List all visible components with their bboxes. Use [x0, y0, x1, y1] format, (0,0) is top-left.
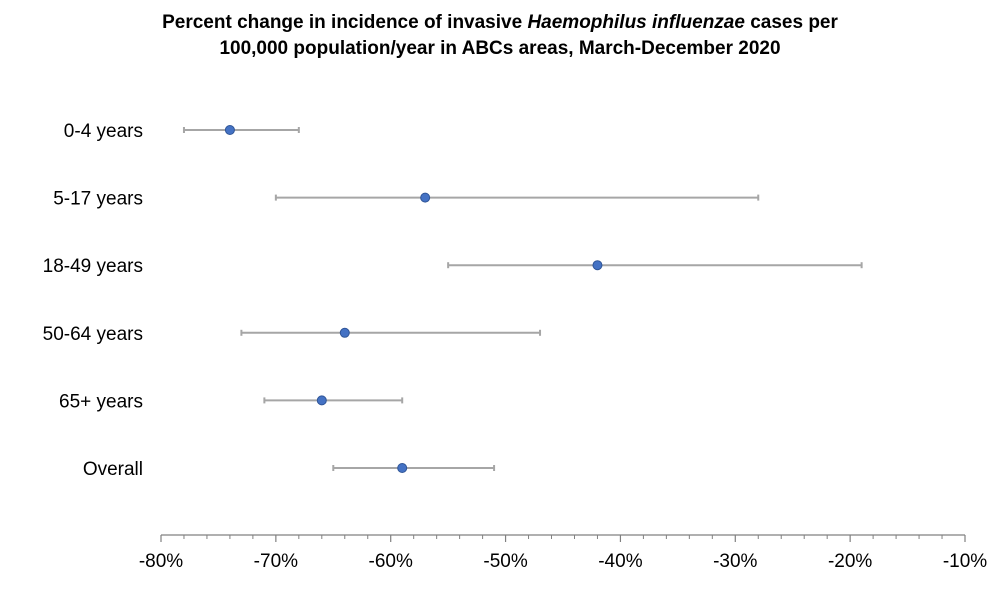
category-label: 0-4 years [64, 121, 143, 142]
data-point [397, 463, 408, 473]
chart-title-line-2: 100,000 population/year in ABCs areas, M… [219, 38, 781, 59]
x-tick-label: -30% [713, 551, 757, 572]
data-point [592, 260, 603, 271]
category-label: 65+ years [59, 391, 143, 412]
chart-title: Percent change in incidence of invasive … [0, 10, 1000, 62]
data-point [224, 125, 235, 135]
x-tick-label: -10% [943, 551, 987, 572]
x-tick-label: -60% [369, 551, 413, 572]
x-tick-label: -50% [483, 551, 527, 572]
chart-title-organism: Haemophilus influenzae [527, 12, 745, 33]
x-tick-label: -80% [139, 551, 183, 572]
chart-title-text-before: Percent change in incidence of invasive [162, 12, 528, 33]
x-tick-label: -70% [254, 551, 298, 572]
category-label: Overall [83, 459, 143, 480]
chart-title-line-1: Percent change in incidence of invasive … [0, 10, 1000, 36]
x-tick-label: -40% [598, 551, 642, 572]
chart-title-text-after: cases per [744, 12, 838, 33]
data-point [420, 192, 431, 203]
category-label: 50-64 years [43, 324, 143, 345]
category-label: 18-49 years [43, 256, 143, 277]
data-point [339, 327, 350, 338]
category-label: 5-17 years [53, 189, 143, 210]
x-tick-label: -20% [828, 551, 872, 572]
data-point [316, 395, 327, 406]
